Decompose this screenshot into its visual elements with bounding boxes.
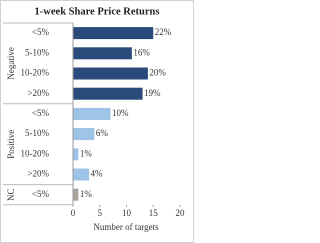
value-label: 19% [144, 88, 161, 98]
category-label: >20% [27, 88, 49, 98]
bar [73, 87, 143, 100]
value-label: 4% [91, 169, 104, 179]
category-label: <5% [32, 27, 50, 37]
bar [73, 188, 79, 201]
value-label: 10% [112, 108, 129, 118]
value-label: 1% [80, 189, 93, 199]
bar [73, 67, 148, 80]
bar [73, 47, 132, 60]
category-label: >20% [27, 169, 49, 179]
chart-title: 1-week Share Price Returns [35, 6, 160, 17]
bar [73, 168, 90, 181]
bar [73, 128, 95, 141]
x-tick-label: 10 [122, 208, 132, 218]
category-label: <5% [32, 189, 50, 199]
x-tick-label: 20 [176, 208, 186, 218]
value-label: 6% [96, 128, 109, 138]
value-label: 22% [155, 27, 172, 37]
x-tick-label: 15 [149, 208, 159, 218]
value-label: 20% [149, 68, 166, 78]
x-tick-label: 0 [71, 208, 76, 218]
category-label: 5-10% [25, 128, 49, 138]
category-label: 5-10% [25, 47, 49, 57]
group-label: Positive [6, 130, 16, 159]
x-axis-label: Number of targets [93, 222, 159, 232]
value-label: 1% [80, 148, 93, 158]
category-label: 10-20% [21, 68, 50, 78]
chart: 1-week Share Price Returns Number of tar… [0, 0, 194, 243]
value-label: 16% [133, 47, 150, 57]
category-label: 10-20% [21, 148, 50, 158]
group-label: Negative [6, 47, 16, 79]
bar [73, 27, 154, 40]
bar [73, 148, 79, 161]
group-label: NC [6, 188, 16, 201]
x-tick-label: 5 [98, 208, 103, 218]
category-label: <5% [32, 108, 50, 118]
bar [73, 107, 111, 120]
